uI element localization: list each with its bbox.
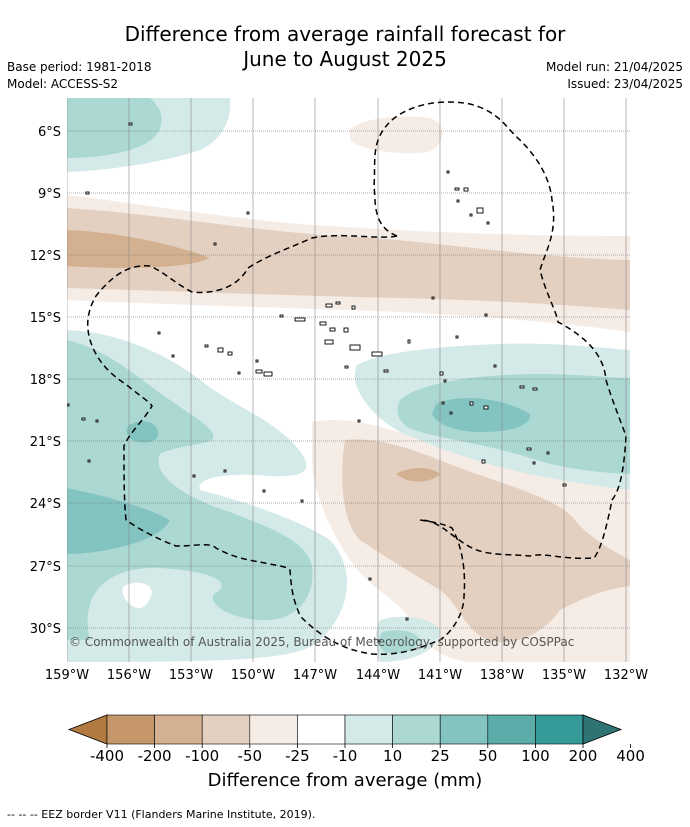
wet-anomaly-north-mid — [67, 98, 162, 158]
lon-label: 141°W — [418, 668, 462, 683]
colorbar-tick-label: -10 — [333, 747, 358, 765]
colorbar-extend-low — [67, 714, 108, 745]
meta-right: Model run: 21/04/2025 Issued: 23/04/2025 — [546, 59, 683, 93]
lat-label: 15°S — [30, 311, 61, 326]
longitude-labels: 159°W 156°W 153°W 150°W 147°W 144°W 141°W 138°W… — [45, 668, 648, 683]
lat-label: 9°S — [38, 187, 61, 202]
dry-anomaly-southwest-pocket — [122, 582, 152, 609]
dry-anomaly-southeast-dark — [396, 468, 440, 482]
colorbar-swatch — [344, 714, 393, 745]
colorbar-swatch — [106, 714, 155, 745]
gridlines — [67, 98, 630, 662]
lon-label: 138°W — [480, 668, 524, 683]
eez-border-west — [87, 234, 466, 655]
lat-label: 24°S — [30, 497, 61, 512]
wet-anomaly-west-dark-2 — [126, 421, 159, 443]
colorbar-title: Difference from average (mm) — [207, 770, 483, 791]
colorbar-tick-label: -100 — [185, 747, 219, 765]
colorbar-tick-label: -50 — [238, 747, 263, 765]
lat-label: 30°S — [30, 622, 61, 637]
colorbar-swatch — [201, 714, 251, 745]
colorbar-tick-label: 25 — [431, 747, 450, 765]
eez-legend-footnote: -- -- -- EEZ border V11 (Flanders Marine… — [7, 808, 316, 821]
model-name: Model: ACCESS-S2 — [7, 77, 119, 91]
wet-anomaly-west-dark-1 — [67, 488, 170, 554]
colorbar-tick-label: 50 — [478, 747, 497, 765]
eez-border-central — [373, 101, 627, 560]
colorbar-swatch — [392, 714, 441, 745]
lon-label: 147°W — [293, 668, 337, 683]
dry-anomaly-band-dark — [67, 230, 210, 268]
colorbar-tick-label: 100 — [521, 747, 550, 765]
issued-date: Issued: 23/04/2025 — [567, 77, 683, 91]
colorbar-tick-label: 200 — [569, 747, 598, 765]
model-run: Model run: 21/04/2025 — [545, 60, 683, 74]
colorbar-tick-label: -200 — [138, 747, 172, 765]
map-plot-area: © Commonwealth of Australia 2025, Bureau… — [67, 98, 630, 662]
lat-label: 12°S — [30, 249, 61, 264]
meta-left: Base period: 1981-2018 Model: ACCESS-S2 — [7, 59, 152, 93]
colorbar-extend-high — [582, 714, 623, 745]
lat-label: 18°S — [30, 373, 61, 388]
title-line-1: Difference from average rainfall forecas… — [124, 22, 566, 46]
lon-label: 132°W — [604, 668, 648, 683]
eez-borders — [87, 101, 627, 655]
wet-anomaly-west-mid — [67, 340, 313, 640]
base-period: Base period: 1981-2018 — [7, 60, 152, 74]
latitude-labels: 6°S 9°S 12°S 15°S 18°S 21°S 24°S 27°S 30°S — [30, 125, 61, 637]
copyright-notice: © Commonwealth of Australia 2025, Bureau… — [69, 635, 574, 649]
colorbar-tick-label: -25 — [285, 747, 310, 765]
colorbar: -400 -200 -100 -50 -25 -10 10 25 50 100 200 400 — [67, 714, 645, 765]
lon-label: 156°W — [107, 668, 151, 683]
colorbar-swatch — [439, 714, 489, 745]
lon-label: 135°W — [542, 668, 586, 683]
title-line-2: June to August 2025 — [243, 47, 447, 71]
colorbar-tick-label: -400 — [90, 747, 124, 765]
wet-anomaly-south-central-mid — [379, 630, 420, 654]
dry-anomaly-southeast-mid — [342, 439, 630, 643]
chart-title: Difference from average rainfall forecas… — [0, 22, 690, 72]
colorbar-swatch — [487, 714, 536, 745]
dry-anomaly-band-mid — [67, 208, 630, 310]
lat-label: 21°S — [30, 435, 61, 450]
colorbar-tick-label: 10 — [383, 747, 402, 765]
lat-label: 27°S — [30, 560, 61, 575]
lon-label: 153°W — [169, 668, 213, 683]
wet-anomaly-east-dark — [432, 398, 531, 432]
colorbar-swatch — [297, 714, 346, 745]
islands — [67, 122, 567, 643]
colorbar-swatch — [535, 714, 584, 745]
colorbar-tick-label: 400 — [616, 747, 645, 765]
lon-label: 144°W — [356, 668, 400, 683]
colorbar-swatch — [249, 714, 298, 745]
colorbar-swatch — [154, 714, 203, 745]
lat-label: 6°S — [38, 125, 61, 140]
lon-label: 159°W — [45, 668, 89, 683]
dry-anomaly-north-small — [350, 116, 443, 154]
lon-label: 150°W — [231, 668, 275, 683]
